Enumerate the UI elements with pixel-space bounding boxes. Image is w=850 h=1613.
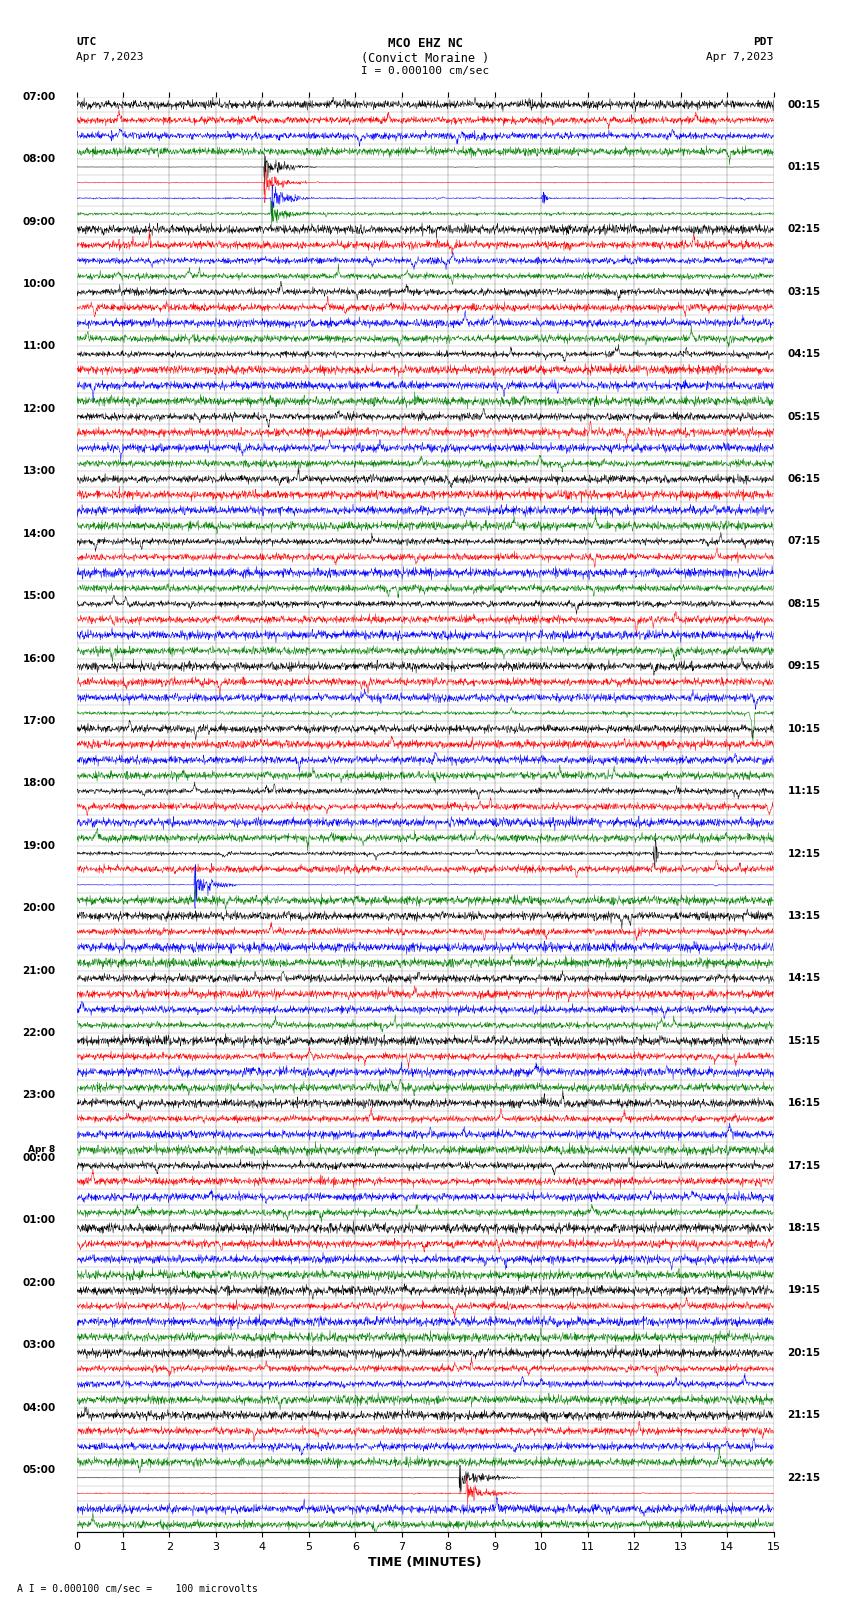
- Text: 18:15: 18:15: [787, 1223, 820, 1232]
- Text: 08:00: 08:00: [22, 155, 55, 165]
- Text: 11:00: 11:00: [22, 342, 55, 352]
- Text: 00:15: 00:15: [787, 100, 820, 110]
- Text: 09:00: 09:00: [23, 216, 55, 226]
- Text: 20:00: 20:00: [22, 903, 55, 913]
- Text: 04:15: 04:15: [787, 350, 821, 360]
- Text: 23:00: 23:00: [22, 1090, 55, 1100]
- Text: 15:00: 15:00: [22, 590, 55, 602]
- Text: 07:15: 07:15: [787, 537, 821, 547]
- Text: 01:00: 01:00: [22, 1215, 55, 1226]
- Text: 13:15: 13:15: [787, 911, 820, 921]
- Text: 17:00: 17:00: [22, 716, 55, 726]
- Text: 15:15: 15:15: [787, 1036, 820, 1045]
- Text: 19:15: 19:15: [787, 1286, 820, 1295]
- Text: Apr 7,2023: Apr 7,2023: [76, 52, 144, 61]
- Text: 05:15: 05:15: [787, 411, 820, 421]
- Text: 08:15: 08:15: [787, 598, 820, 610]
- Text: 05:00: 05:00: [22, 1465, 55, 1474]
- Text: (Convict Moraine ): (Convict Moraine ): [361, 52, 489, 65]
- Text: UTC: UTC: [76, 37, 97, 47]
- Text: I = 0.000100 cm/sec: I = 0.000100 cm/sec: [361, 66, 489, 76]
- Text: 02:00: 02:00: [22, 1277, 55, 1287]
- Text: 14:15: 14:15: [787, 973, 821, 984]
- Text: PDT: PDT: [753, 37, 774, 47]
- Text: 01:15: 01:15: [787, 161, 820, 173]
- Text: 21:00: 21:00: [22, 966, 55, 976]
- Text: 09:15: 09:15: [787, 661, 820, 671]
- Text: 14:00: 14:00: [22, 529, 55, 539]
- Text: 03:00: 03:00: [22, 1340, 55, 1350]
- Text: 11:15: 11:15: [787, 786, 820, 797]
- Text: 04:00: 04:00: [22, 1403, 55, 1413]
- Text: 12:15: 12:15: [787, 848, 820, 858]
- Text: 18:00: 18:00: [22, 779, 55, 789]
- Text: 03:15: 03:15: [787, 287, 820, 297]
- Text: 02:15: 02:15: [787, 224, 820, 234]
- X-axis label: TIME (MINUTES): TIME (MINUTES): [368, 1557, 482, 1569]
- Text: 10:00: 10:00: [22, 279, 55, 289]
- Text: 07:00: 07:00: [22, 92, 55, 102]
- Text: Apr 8: Apr 8: [28, 1145, 55, 1153]
- Text: 00:00: 00:00: [22, 1153, 55, 1163]
- Text: Apr 7,2023: Apr 7,2023: [706, 52, 774, 61]
- Text: 21:15: 21:15: [787, 1410, 820, 1421]
- Text: 22:15: 22:15: [787, 1473, 820, 1482]
- Text: 19:00: 19:00: [23, 840, 55, 850]
- Text: MCO EHZ NC: MCO EHZ NC: [388, 37, 462, 50]
- Text: A I = 0.000100 cm/sec =    100 microvolts: A I = 0.000100 cm/sec = 100 microvolts: [17, 1584, 258, 1594]
- Text: 20:15: 20:15: [787, 1348, 820, 1358]
- Text: 06:15: 06:15: [787, 474, 820, 484]
- Text: 10:15: 10:15: [787, 724, 820, 734]
- Text: 16:15: 16:15: [787, 1098, 820, 1108]
- Text: 16:00: 16:00: [22, 653, 55, 663]
- Text: 12:00: 12:00: [22, 403, 55, 415]
- Text: 13:00: 13:00: [22, 466, 55, 476]
- Text: 17:15: 17:15: [787, 1161, 821, 1171]
- Text: 22:00: 22:00: [22, 1027, 55, 1039]
